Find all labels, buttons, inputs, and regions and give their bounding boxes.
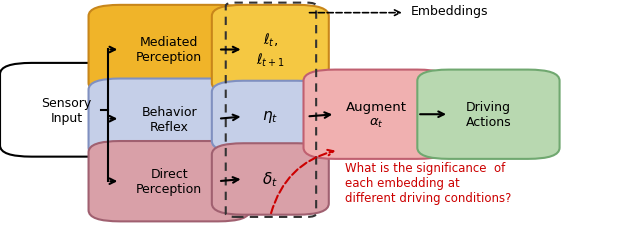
Text: Driving
Actions: Driving Actions: [466, 101, 511, 129]
Text: Augment
$\alpha_t$: Augment $\alpha_t$: [346, 100, 407, 129]
FancyBboxPatch shape: [303, 70, 449, 159]
Text: Embeddings: Embeddings: [411, 5, 488, 18]
FancyBboxPatch shape: [212, 144, 329, 215]
Text: What is the significance  of
each embedding at
different driving conditions?: What is the significance of each embeddi…: [344, 161, 511, 204]
FancyBboxPatch shape: [212, 81, 329, 153]
Text: Direct
Perception: Direct Perception: [136, 167, 202, 195]
FancyBboxPatch shape: [88, 79, 250, 159]
FancyBboxPatch shape: [212, 6, 329, 95]
Text: $\eta_t$: $\eta_t$: [262, 109, 278, 125]
FancyBboxPatch shape: [0, 64, 133, 157]
Text: Sensory
Input: Sensory Input: [42, 96, 92, 124]
FancyBboxPatch shape: [417, 70, 559, 159]
Text: $\delta_t$: $\delta_t$: [262, 170, 278, 189]
Text: Behavior
Reflex: Behavior Reflex: [141, 105, 197, 133]
FancyBboxPatch shape: [88, 6, 250, 95]
FancyBboxPatch shape: [88, 141, 250, 221]
Text: $\ell_t,$
$\ell_{t+1}$: $\ell_t,$ $\ell_{t+1}$: [256, 32, 285, 69]
Text: Mediated
Perception: Mediated Perception: [136, 36, 202, 64]
